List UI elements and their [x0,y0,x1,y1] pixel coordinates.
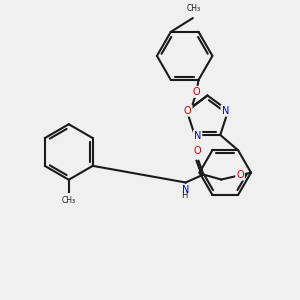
Text: O: O [236,169,244,180]
Text: O: O [193,87,200,97]
Text: N: N [194,131,201,141]
Text: H: H [182,191,188,200]
Text: O: O [184,106,191,116]
Text: N: N [221,106,229,116]
Text: N: N [182,185,189,196]
Text: CH₃: CH₃ [187,4,201,13]
Text: CH₃: CH₃ [62,196,76,205]
Text: O: O [194,146,201,156]
